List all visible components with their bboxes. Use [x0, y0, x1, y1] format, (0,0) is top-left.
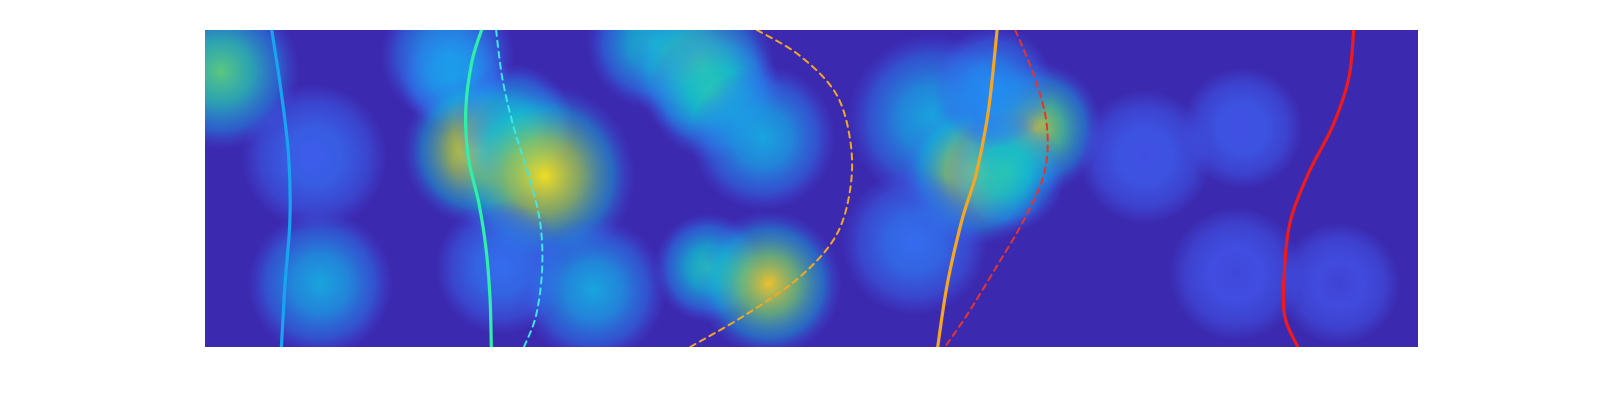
curve-layer	[270, 30, 1356, 347]
heat-blob	[841, 169, 988, 316]
curve-3-line	[495, 30, 544, 347]
curve-6-line	[943, 30, 1049, 347]
heat-blob	[690, 65, 836, 211]
curve-5-line	[936, 30, 999, 347]
heat-blob	[696, 210, 842, 347]
heat-blob	[1278, 222, 1400, 345]
heat-blob	[247, 210, 393, 347]
heatmap-layer	[205, 30, 1400, 347]
curve-4-line	[689, 30, 854, 347]
heat-blob	[520, 217, 666, 347]
heat-blob	[1169, 207, 1303, 341]
curve-7-line	[1281, 30, 1356, 347]
heat-blob	[1181, 67, 1303, 189]
heat-blob	[932, 30, 1055, 148]
heat-blob	[241, 84, 387, 230]
heat-blob	[1078, 90, 1212, 224]
curve-1-line	[270, 30, 292, 347]
plot-area	[205, 30, 1418, 347]
curve-2-line	[464, 30, 493, 347]
